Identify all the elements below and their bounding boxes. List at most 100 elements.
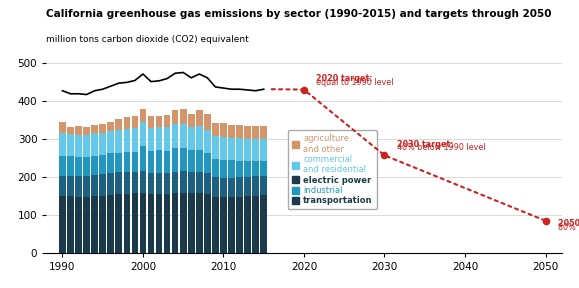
Bar bbox=[261, 139, 267, 162]
Bar bbox=[220, 197, 227, 253]
Bar bbox=[261, 162, 267, 176]
Text: California greenhouse gas emissions by sector (1990-2015) and targets through 20: California greenhouse gas emissions by s… bbox=[46, 9, 552, 19]
Bar bbox=[115, 194, 122, 253]
Bar bbox=[59, 133, 66, 156]
Bar bbox=[236, 197, 243, 253]
Bar bbox=[100, 155, 106, 174]
Bar bbox=[91, 196, 98, 253]
Bar bbox=[228, 178, 235, 197]
Bar bbox=[228, 197, 235, 253]
Point bbox=[380, 153, 389, 158]
Bar bbox=[188, 127, 195, 150]
Bar bbox=[252, 196, 259, 253]
Bar bbox=[100, 124, 106, 132]
Bar bbox=[212, 197, 219, 253]
Bar bbox=[131, 152, 138, 172]
Bar bbox=[172, 148, 178, 172]
Bar bbox=[180, 124, 186, 148]
Bar bbox=[188, 173, 195, 193]
Bar bbox=[252, 126, 259, 139]
Bar bbox=[252, 161, 259, 176]
Text: equal to 1990 level: equal to 1990 level bbox=[316, 77, 394, 87]
Bar bbox=[123, 129, 130, 152]
Text: million tons carbon dioxide (CO2) equivalent: million tons carbon dioxide (CO2) equiva… bbox=[46, 35, 249, 43]
Bar bbox=[164, 151, 170, 173]
Bar bbox=[261, 126, 267, 139]
Bar bbox=[140, 146, 146, 170]
Bar bbox=[67, 156, 74, 175]
Bar bbox=[252, 139, 259, 161]
Bar bbox=[172, 110, 178, 124]
Bar bbox=[164, 173, 170, 194]
Bar bbox=[108, 173, 114, 194]
Bar bbox=[123, 117, 130, 129]
Bar bbox=[140, 122, 146, 146]
Bar bbox=[91, 156, 98, 175]
Bar bbox=[67, 127, 74, 134]
Bar bbox=[91, 125, 98, 133]
Bar bbox=[83, 135, 90, 157]
Bar bbox=[75, 135, 82, 157]
Bar bbox=[196, 126, 203, 150]
Bar bbox=[220, 124, 227, 137]
Bar bbox=[196, 193, 203, 253]
Bar bbox=[228, 160, 235, 178]
Bar bbox=[156, 127, 162, 150]
Bar bbox=[204, 194, 211, 253]
Bar bbox=[244, 139, 251, 161]
Bar bbox=[188, 150, 195, 173]
Text: 40% below 1990 level: 40% below 1990 level bbox=[397, 143, 485, 152]
Bar bbox=[83, 176, 90, 197]
Bar bbox=[220, 178, 227, 197]
Bar bbox=[83, 197, 90, 253]
Legend: agriculture
and other, commercial
and residential, electric power, industrial, t: agriculture and other, commercial and re… bbox=[288, 130, 377, 209]
Bar bbox=[140, 193, 146, 253]
Bar bbox=[236, 125, 243, 138]
Bar bbox=[67, 134, 74, 156]
Bar bbox=[180, 109, 186, 124]
Bar bbox=[196, 150, 203, 172]
Bar bbox=[131, 193, 138, 253]
Bar bbox=[75, 157, 82, 176]
Bar bbox=[236, 138, 243, 161]
Bar bbox=[228, 125, 235, 138]
Bar bbox=[115, 153, 122, 173]
Bar bbox=[148, 116, 154, 128]
Bar bbox=[148, 151, 154, 173]
Text: 2030 target:: 2030 target: bbox=[397, 139, 453, 149]
Bar bbox=[204, 130, 211, 153]
Bar bbox=[148, 173, 154, 194]
Bar bbox=[148, 128, 154, 151]
Text: 2020 target:: 2020 target: bbox=[316, 74, 372, 83]
Bar bbox=[180, 148, 186, 171]
Bar bbox=[115, 173, 122, 194]
Bar bbox=[164, 127, 170, 151]
Bar bbox=[115, 119, 122, 130]
Bar bbox=[131, 128, 138, 152]
Bar bbox=[148, 194, 154, 253]
Bar bbox=[244, 177, 251, 196]
Bar bbox=[180, 193, 186, 253]
Bar bbox=[108, 122, 114, 131]
Bar bbox=[228, 138, 235, 160]
Bar bbox=[91, 133, 98, 156]
Bar bbox=[172, 193, 178, 253]
Bar bbox=[196, 110, 203, 126]
Bar bbox=[156, 194, 162, 253]
Bar bbox=[59, 196, 66, 253]
Bar bbox=[123, 152, 130, 172]
Bar bbox=[212, 159, 219, 177]
Bar bbox=[108, 131, 114, 154]
Bar bbox=[115, 130, 122, 153]
Bar bbox=[212, 177, 219, 197]
Bar bbox=[204, 173, 211, 194]
Bar bbox=[196, 172, 203, 193]
Bar bbox=[59, 122, 66, 133]
Bar bbox=[220, 137, 227, 160]
Bar bbox=[59, 175, 66, 196]
Bar bbox=[75, 126, 82, 135]
Bar bbox=[67, 196, 74, 253]
Bar bbox=[236, 161, 243, 177]
Bar bbox=[100, 196, 106, 253]
Text: 2050 goal:: 2050 goal: bbox=[558, 219, 579, 228]
